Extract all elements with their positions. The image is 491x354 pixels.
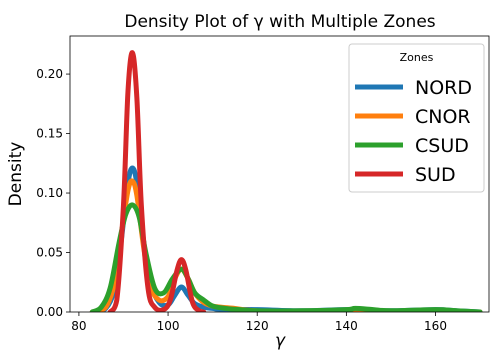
- legend: Zones NORD CNOR CSUD SUD: [348, 43, 485, 193]
- x-tick-label: 80: [71, 319, 86, 333]
- chart-title: Density Plot of γ with Multiple Zones: [124, 12, 435, 32]
- x-axis: 80 100 120 140 160: [71, 312, 447, 333]
- x-tick-label: 100: [157, 319, 180, 333]
- x-tick-label: 140: [335, 319, 358, 333]
- y-tick-label: 0.10: [36, 186, 63, 200]
- legend-label-cnor: CNOR: [415, 106, 471, 128]
- y-tick-label: 0.20: [36, 67, 63, 81]
- series-line-csud: [89, 202, 483, 312]
- x-axis-label: γ: [275, 331, 286, 351]
- series-line-sud: [107, 50, 207, 312]
- y-axis-label: Density: [6, 142, 26, 207]
- y-tick-label: 0.00: [36, 305, 63, 319]
- legend-title: Zones: [400, 51, 434, 64]
- y-tick-label: 0.05: [36, 246, 63, 260]
- series-layer: [89, 50, 483, 312]
- legend-label-sud: SUD: [415, 164, 456, 186]
- legend-label-csud: CSUD: [415, 135, 469, 157]
- x-tick-label: 120: [246, 319, 269, 333]
- legend-label-nord: NORD: [415, 77, 472, 99]
- plot-frame: [69, 35, 490, 313]
- y-axis: 0.00 0.05 0.10 0.15 0.20: [36, 67, 70, 319]
- x-tick-label: 160: [424, 319, 447, 333]
- legend-box: [348, 43, 485, 193]
- y-tick-label: 0.15: [36, 127, 63, 141]
